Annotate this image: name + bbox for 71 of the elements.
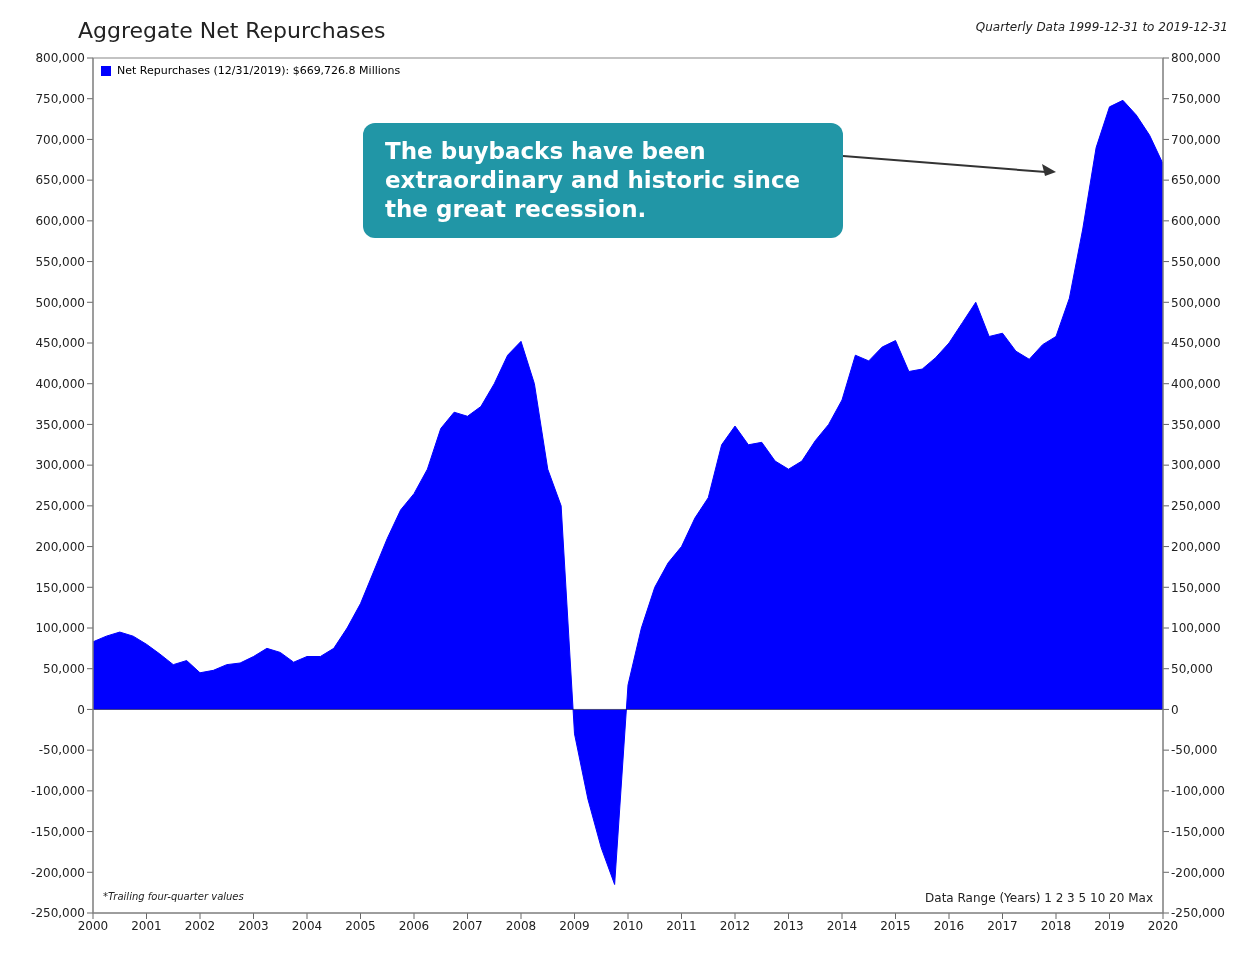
- y-tick-label: 650,000: [35, 173, 85, 188]
- x-tick-label: 2018: [1040, 918, 1072, 933]
- x-tick-label: 2019: [1094, 918, 1125, 933]
- y2-tick-label: -150,000: [1171, 824, 1225, 839]
- y2-tick-label: 650,000: [1171, 173, 1221, 188]
- y-tick-label: -150,000: [31, 824, 85, 839]
- y2-tick-label: 0: [1171, 702, 1179, 717]
- y-tick-label: 150,000: [35, 580, 85, 595]
- y-tick-label: -250,000: [31, 906, 85, 921]
- y2-tick-label: -50,000: [1171, 743, 1218, 758]
- x-tick-label: 2013: [773, 918, 804, 933]
- y-tick-label: 100,000: [35, 621, 85, 636]
- x-tick-label: 2003: [238, 918, 269, 933]
- y2-tick-label: 800,000: [1171, 51, 1221, 66]
- y-tick-label: -100,000: [31, 784, 85, 799]
- y-tick-label: 550,000: [35, 254, 85, 269]
- x-tick-label: 2012: [719, 918, 751, 933]
- x-tick-label: 2011: [666, 918, 697, 933]
- y-tick-label: 350,000: [35, 417, 85, 432]
- x-tick-label: 2001: [131, 918, 162, 933]
- y-tick-label: 600,000: [35, 214, 85, 229]
- y2-tick-label: 350,000: [1171, 417, 1221, 432]
- y2-tick-label: 200,000: [1171, 539, 1221, 554]
- x-tick-label: 2016: [933, 918, 965, 933]
- y2-tick-label: 750,000: [1171, 91, 1221, 106]
- y2-tick-label: 100,000: [1171, 621, 1221, 636]
- y-tick-label: 700,000: [35, 132, 85, 147]
- x-tick-label: 2014: [826, 918, 858, 933]
- y2-tick-label: 400,000: [1171, 376, 1221, 391]
- chart-subtitle: Quarterly Data 1999-12-31 to 2019-12-31: [975, 20, 1228, 34]
- y2-tick-label: 700,000: [1171, 132, 1221, 147]
- y-tick-label: 250,000: [35, 499, 85, 514]
- x-tick-label: 2015: [880, 918, 911, 933]
- y2-tick-label: 600,000: [1171, 214, 1221, 229]
- x-tick-label: 2010: [612, 918, 644, 933]
- y2-tick-label: -250,000: [1171, 906, 1225, 921]
- y-tick-label: 50,000: [43, 661, 85, 676]
- y-tick-label: 200,000: [35, 539, 85, 554]
- legend-label: Net Repurchases (12/31/2019): $669,726.8 Millions: [116, 64, 401, 77]
- y2-tick-label: 550,000: [1171, 254, 1221, 269]
- y2-tick-label: 250,000: [1171, 499, 1221, 514]
- x-tick-label: 2000: [77, 918, 109, 933]
- annotation: *Trailing four-quarter values: [103, 891, 244, 902]
- y-tick-label: -50,000: [38, 743, 85, 758]
- x-tick-label: 2002: [184, 918, 216, 933]
- x-tick-label: 2020: [1147, 918, 1179, 933]
- x-tick-label: 2005: [345, 918, 376, 933]
- y2-tick-label: 50,000: [1171, 661, 1213, 676]
- y2-tick-label: 150,000: [1171, 580, 1221, 595]
- chart-title: Aggregate Net Repurchases: [78, 18, 386, 43]
- x-tick-label: 2009: [559, 918, 590, 933]
- x-tick-label: 2008: [505, 918, 537, 933]
- y-tick-label: 300,000: [35, 458, 85, 473]
- y-tick-label: 800,000: [35, 51, 85, 66]
- y2-tick-label: -200,000: [1171, 865, 1225, 880]
- y-tick-label: 500,000: [35, 295, 85, 310]
- y2-tick-label: 500,000: [1171, 295, 1221, 310]
- annotation: The buybacks have been extraordinary and historic since the great recession.: [363, 123, 843, 238]
- y-tick-label: 0: [77, 702, 85, 717]
- x-tick-label: 2017: [987, 918, 1018, 933]
- y-tick-label: -200,000: [31, 865, 85, 880]
- y2-tick-label: 300,000: [1171, 458, 1221, 473]
- y-tick-label: 400,000: [35, 376, 85, 391]
- x-tick-label: 2004: [291, 918, 323, 933]
- y-tick-label: 750,000: [35, 91, 85, 106]
- y2-tick-label: -100,000: [1171, 784, 1225, 799]
- y2-tick-label: 450,000: [1171, 336, 1221, 351]
- x-tick-label: 2006: [398, 918, 430, 933]
- x-tick-label: 2007: [452, 918, 483, 933]
- y-tick-label: 450,000: [35, 336, 85, 351]
- annotation: Data Range (Years) 1 2 3 5 10 20 Max: [925, 891, 1153, 905]
